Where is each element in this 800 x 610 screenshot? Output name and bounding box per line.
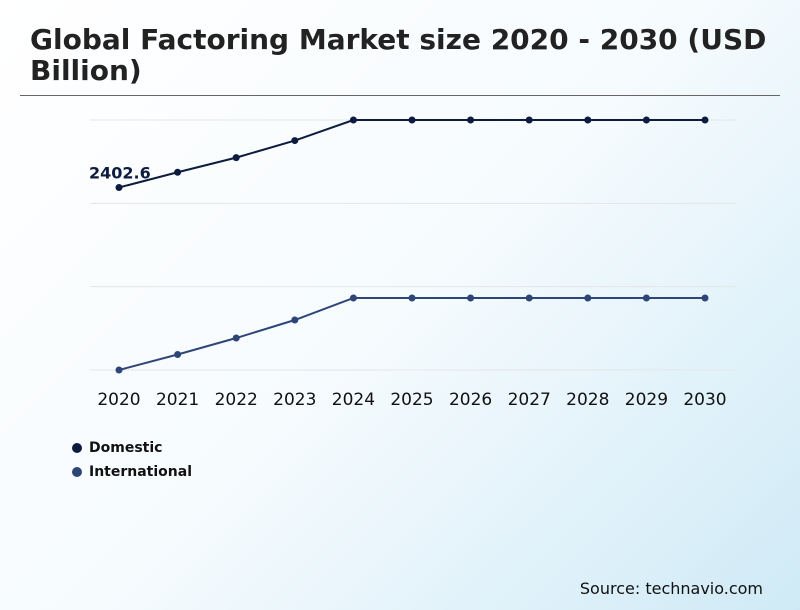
x-tick-label: 2027 [508,390,551,410]
legend: Domestic International [72,436,192,484]
legend-label-domestic: Domestic [89,440,163,456]
data-point-international [232,334,240,342]
data-point-international [408,294,416,302]
data-point-international [291,316,299,324]
x-tick-label: 2030 [683,390,726,410]
series-line-international [118,296,705,371]
data-point-international [642,294,650,302]
legend-marker-international [72,467,82,477]
legend-marker-domestic [72,443,82,453]
x-tick-label: 2026 [449,390,492,410]
data-point-international [174,351,182,359]
x-tick-label: 2024 [332,390,375,410]
x-tick-label: 2025 [390,390,433,410]
data-point-domestic [291,137,299,145]
x-tick-label: 2028 [566,390,609,410]
x-tick-label: 2023 [273,390,316,410]
x-tick-label: 2029 [625,390,668,410]
chart-title: Global Factoring Market size 2020 - 2030… [30,23,767,87]
data-label: 2402.6 [89,163,151,182]
data-point-domestic [525,116,533,124]
series-line-domestic [118,119,705,189]
x-tick-label: 2021 [156,390,199,410]
x-tick-label: 2020 [97,390,140,410]
data-point-domestic [701,116,709,124]
data-point-international [467,294,475,302]
legend-item-international: International [72,460,192,484]
legend-label-international: International [89,464,193,480]
data-point-domestic [408,116,416,124]
data-point-domestic [349,116,357,124]
data-point-domestic [232,154,240,162]
source-note: Source: technavio.com [579,579,763,598]
data-point-domestic [584,116,592,124]
data-point-domestic [115,183,123,191]
data-point-domestic [642,116,650,124]
legend-item-domestic: Domestic [72,436,192,460]
data-point-international [584,294,592,302]
data-point-international [115,366,123,374]
title-divider [20,95,780,96]
data-point-international [525,294,533,302]
data-point-domestic [174,168,182,176]
x-tick-label: 2022 [215,390,258,410]
data-point-international [701,294,709,302]
data-point-domestic [467,116,475,124]
data-point-international [349,294,357,302]
